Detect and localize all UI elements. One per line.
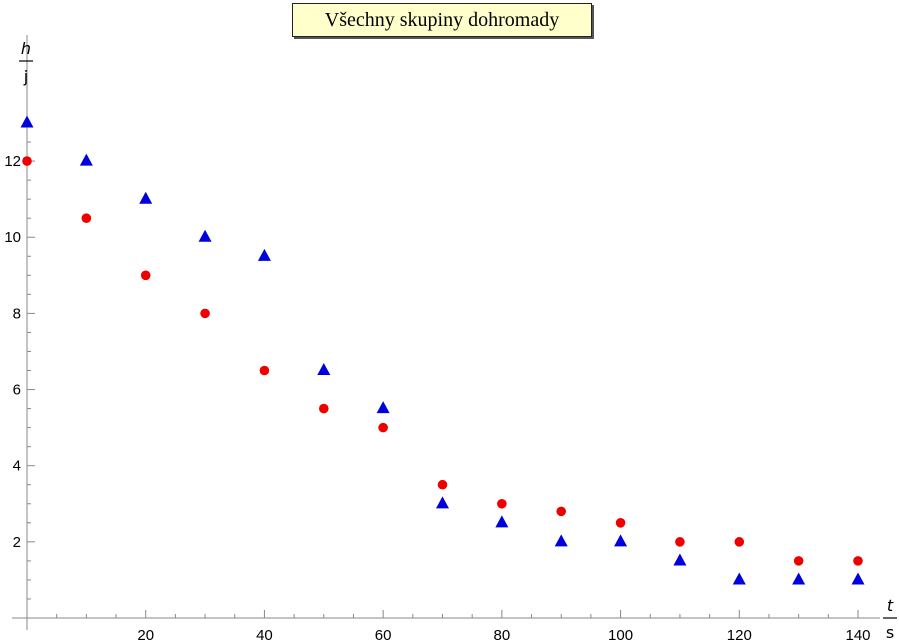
axis-labels: h j t s (19, 39, 897, 642)
y-tick-label: 10 (4, 229, 21, 246)
y-axis-label-denominator: j (23, 67, 28, 86)
data-point-circle (140, 270, 151, 281)
data-point-triangle (139, 191, 153, 204)
series-1 (22, 156, 863, 566)
data-point-circle (556, 506, 567, 517)
data-point-circle (497, 498, 507, 509)
x-tick-label: 80 (494, 627, 511, 642)
x-tick-label: 120 (727, 627, 752, 642)
data-point-circle (200, 308, 210, 319)
data-point-circle (378, 422, 388, 433)
axes (12, 35, 880, 630)
data-point-triangle (317, 363, 331, 376)
data-point-triangle (198, 229, 212, 242)
data-point-triangle (436, 496, 449, 509)
data-point-triangle (614, 534, 628, 547)
data-point-circle (793, 556, 804, 566)
x-tick-label: 140 (845, 627, 870, 642)
x-tick-label: 100 (608, 627, 633, 642)
chart-title: Všechny skupiny dohromady (292, 3, 592, 37)
x-tick-label: 20 (137, 627, 154, 642)
data-point-triangle (257, 248, 271, 261)
y-tick-label: 12 (4, 153, 21, 170)
data-point-circle (734, 537, 745, 547)
data-point-triangle (20, 115, 34, 128)
x-axis-label-denominator: s (886, 623, 894, 642)
y-axis-label-numerator: h (21, 39, 31, 58)
data-point-circle (437, 479, 448, 490)
y-tick-label: 8 (13, 305, 21, 322)
data-point-triangle (792, 572, 806, 585)
axis-ticks (27, 122, 859, 618)
data-point-circle (615, 518, 626, 528)
x-tick-label: 60 (375, 627, 392, 642)
data-point-triangle (732, 572, 746, 585)
data-point-circle (81, 213, 92, 223)
data-point-circle (22, 156, 32, 166)
data-point-triangle (851, 572, 865, 585)
y-tick-label: 6 (13, 382, 21, 399)
data-point-triangle (495, 515, 509, 528)
x-tick-label: 40 (256, 627, 273, 642)
series-2 (20, 115, 865, 585)
data-point-triangle (673, 553, 687, 566)
data-point-circle (318, 403, 329, 414)
x-axis-label-numerator: t (887, 596, 894, 615)
data-point-triangle (79, 153, 93, 166)
data-point-circle (853, 556, 863, 566)
y-tick-label: 4 (13, 458, 21, 475)
data-point-triangle (554, 534, 568, 547)
data-marks (20, 115, 865, 585)
axis-tick-labels: 20 40 60 80 100 120 140 2 4 6 8 10 12 (4, 153, 870, 642)
y-tick-label: 2 (13, 534, 21, 551)
data-point-triangle (376, 401, 390, 414)
data-point-circle (675, 537, 685, 547)
data-point-circle (259, 365, 270, 376)
